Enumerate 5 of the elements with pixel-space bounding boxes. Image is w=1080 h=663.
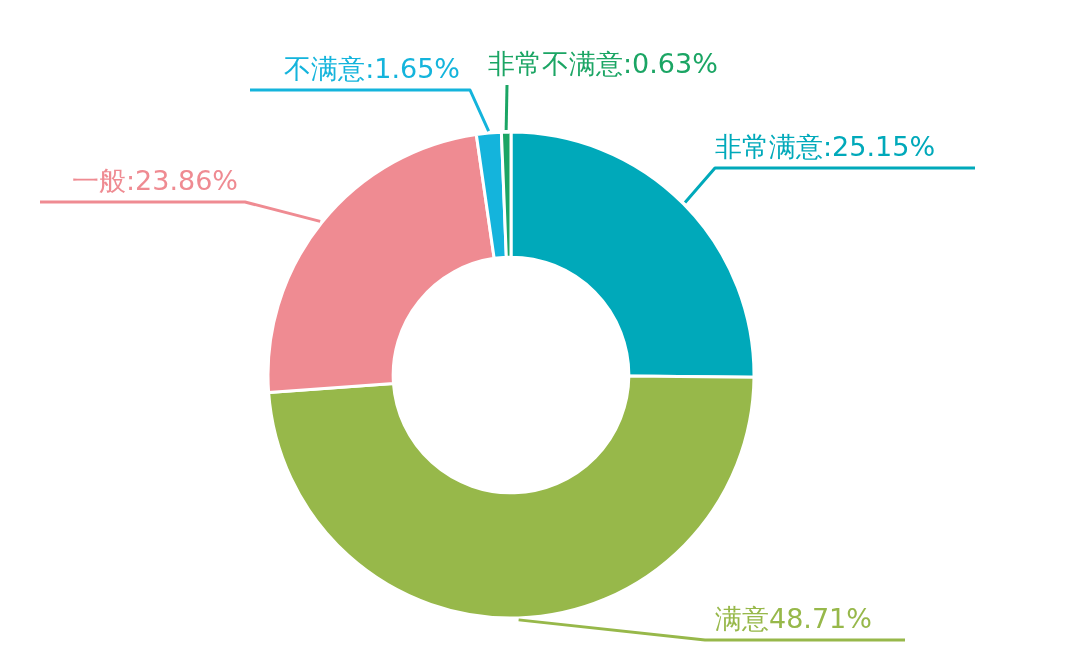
slice-label: 不满意:1.65% bbox=[284, 53, 460, 84]
slice-label: 一般:23.86% bbox=[71, 165, 238, 196]
slice-label: 非常不满意:0.63% bbox=[488, 48, 718, 79]
slice-label: 非常满意:25.15% bbox=[715, 131, 936, 162]
slice-label: 满意48.71% bbox=[715, 603, 872, 634]
